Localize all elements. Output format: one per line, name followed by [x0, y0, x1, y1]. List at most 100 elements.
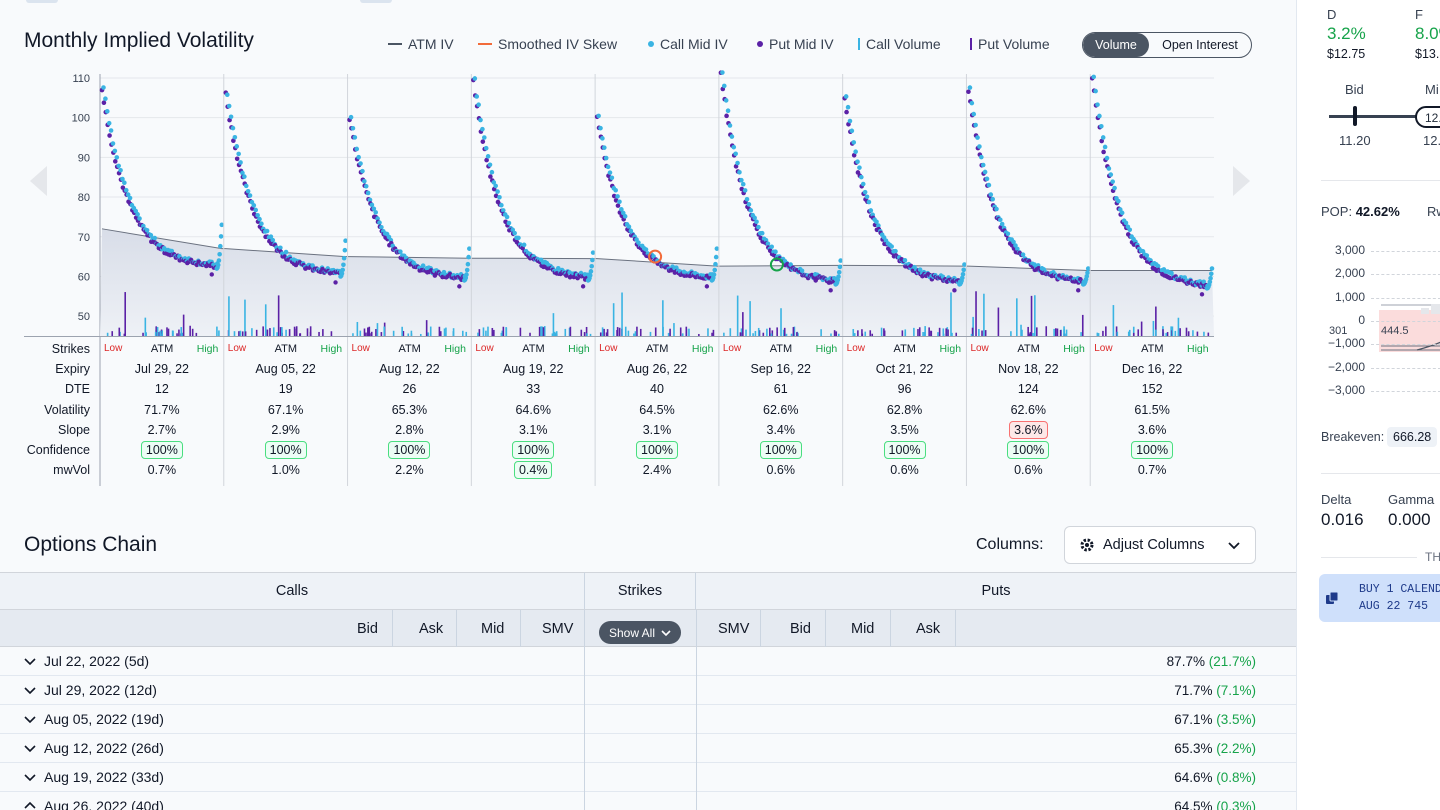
call-volume-bar [853, 333, 856, 336]
col-call-ask[interactable]: Ask [419, 620, 444, 637]
put-volume-bar [1056, 328, 1059, 336]
legend-call-volume[interactable]: Call Volume [858, 36, 941, 52]
expiry-row[interactable]: Aug 26, 2022 (40d) 64.5% (0.3%) [0, 792, 1296, 810]
stats-slope: 3.5% [890, 423, 919, 437]
call-volume-bar [627, 330, 630, 336]
put-volume-bar [669, 328, 671, 336]
pnl-y-tick: −2,000 [1327, 359, 1365, 374]
legend-put-mid-iv[interactable]: Put Mid IV [757, 36, 834, 52]
legend-call-mid-iv[interactable]: Call Mid IV [648, 36, 728, 52]
expiry-row-label: Aug 12, 2022 (26d) [44, 740, 164, 756]
call-volume-bar [1112, 305, 1115, 336]
call-mid-iv-point [969, 100, 975, 106]
chevron-left-icon[interactable] [30, 166, 47, 196]
put-volume-bar [776, 327, 778, 336]
put-volume-bar [155, 326, 158, 336]
chevron-down-icon[interactable] [24, 684, 36, 696]
call-mid-iv-point [1119, 210, 1125, 216]
put-volume-bar [306, 328, 309, 336]
col-call-mid[interactable]: Mid [481, 620, 505, 637]
adjust-columns-button[interactable]: Adjust Columns [1064, 526, 1256, 564]
col-put-smv[interactable]: SMV [718, 620, 750, 637]
toggle-volume[interactable]: Volume [1083, 33, 1149, 57]
call-mid-iv-point [1085, 266, 1091, 271]
put-volume-bar [930, 330, 932, 336]
show-all-strikes-dropdown[interactable]: Show All [599, 621, 681, 644]
order-summary[interactable]: BUY 1 CALEND AUG 22 745 [1319, 574, 1440, 622]
call-volume-bar [281, 327, 283, 336]
call-volume-bar [1165, 332, 1167, 336]
col-put-bid[interactable]: Bid [790, 620, 811, 637]
call-mid-iv-point [495, 189, 500, 194]
put-volume-bar [1059, 330, 1062, 336]
col-call-bid[interactable]: Bid [357, 620, 378, 637]
mid-price-chip[interactable]: 12. [1415, 106, 1440, 128]
call-volume-bar [543, 326, 546, 336]
bid-slider-handle[interactable] [1353, 106, 1357, 126]
expiry-row[interactable]: Jul 29, 2022 (12d) 71.7% (7.1%) [0, 676, 1296, 705]
call-volume-bar [228, 296, 230, 336]
expiry-row[interactable]: Aug 12, 2022 (26d) 65.3% (2.2%) [0, 734, 1296, 763]
call-mid-iv-point [988, 192, 994, 197]
put-volume-bar [585, 326, 588, 336]
expiry-row[interactable]: Aug 19, 2022 (33d) 64.6% (0.8%) [0, 763, 1296, 792]
call-volume-bar [736, 295, 739, 336]
call-mid-iv-point [504, 214, 510, 220]
call-mid-iv-point [255, 212, 260, 218]
call-mid-iv-point [1005, 231, 1011, 237]
call-mid-iv-point [1104, 155, 1110, 161]
put-volume-bar [605, 332, 608, 336]
call-volume-bar [244, 299, 246, 336]
call-volume-bar [649, 331, 652, 336]
stats-expiry: Aug 05, 22 [255, 362, 316, 376]
put-volume-bar [981, 330, 983, 336]
call-volume-bar [634, 331, 637, 336]
put-volume-bar [370, 333, 372, 336]
put-volume-bar [367, 327, 369, 336]
call-volume-bar [1016, 298, 1018, 336]
call-volume-bar [913, 327, 915, 336]
delta-label: Delta [1321, 492, 1352, 507]
chevron-up-icon[interactable] [24, 800, 36, 810]
stats-dte: 33 [526, 382, 541, 396]
chevron-down-icon[interactable] [24, 655, 36, 667]
legend-smoothed-iv-skew[interactable]: Smoothed IV Skew [478, 36, 617, 52]
legend-put-volume[interactable]: Put Volume [970, 36, 1050, 52]
call-mid-iv-point [350, 125, 356, 131]
col-put-ask[interactable]: Ask [916, 620, 941, 637]
toggle-open-interest[interactable]: Open Interest [1162, 38, 1238, 52]
call-volume-bar [749, 301, 751, 336]
call-volume-bar [729, 328, 732, 336]
strike-atm-label: ATM [893, 343, 916, 355]
expiry-row[interactable]: Aug 05, 2022 (19d) 67.1% (3.5%) [0, 705, 1296, 734]
call-mid-iv-point [521, 242, 527, 248]
put-volume-bar [917, 329, 919, 336]
volume-oi-toggle[interactable]: Volume Open Interest [1082, 32, 1252, 58]
col-call-smv[interactable]: SMV [542, 620, 574, 637]
chevron-right-icon[interactable] [1233, 166, 1250, 196]
expiry-row-iv: 67.1% (3.5%) [1174, 712, 1256, 727]
put-volume-bar [599, 332, 602, 336]
breakeven-label: Breakeven: [1321, 430, 1385, 444]
call-volume-bar [239, 330, 242, 336]
pnl-y-tick: 1,000 [1334, 289, 1365, 304]
strike-high-label: High [196, 343, 219, 355]
call-mid-iv-point [744, 196, 750, 202]
col-put-mid[interactable]: Mid [851, 620, 875, 637]
legend-atm-iv[interactable]: ATM IV [388, 36, 454, 52]
chevron-down-icon[interactable] [24, 771, 36, 783]
put-volume-bar [166, 327, 168, 336]
chevron-down-icon[interactable] [24, 713, 36, 725]
chevron-down-icon[interactable] [24, 742, 36, 754]
call-mid-iv-point [1201, 279, 1207, 285]
stats-slope: 2.9% [271, 423, 300, 437]
put-mid-iv-point [724, 113, 729, 119]
put-volume-bar [118, 327, 121, 336]
expiry-row[interactable]: Jul 22, 2022 (5d) 87.7% (21.7%) [0, 647, 1296, 676]
price-slider-track[interactable] [1329, 115, 1440, 118]
copy-icon[interactable] [1325, 591, 1339, 605]
call-volume-bar [500, 332, 503, 336]
expiry-row-iv: 71.7% (7.1%) [1174, 683, 1256, 698]
call-mid-iv-point [859, 174, 864, 180]
stats-expiry: Nov 18, 22 [998, 362, 1059, 376]
